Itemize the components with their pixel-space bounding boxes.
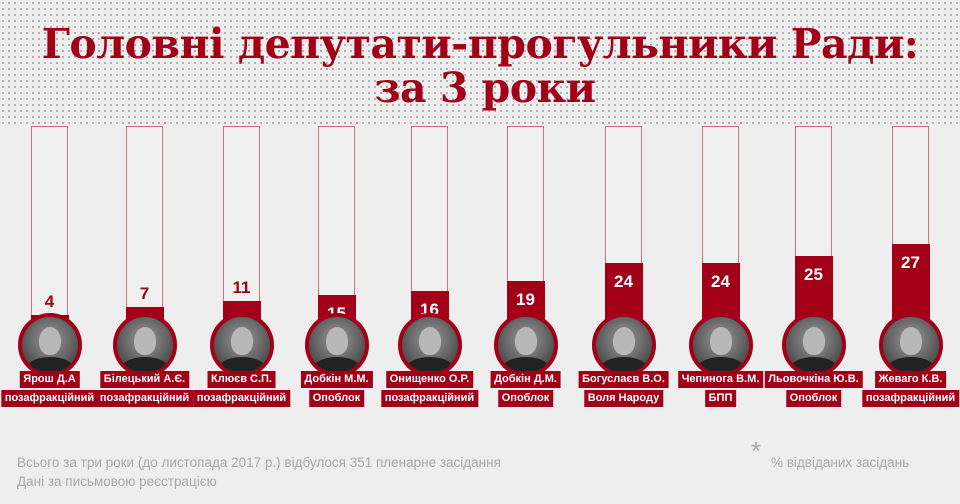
face-shape [709,327,732,355]
body-shape [25,357,74,373]
deputy-faction: позафракційний [95,390,194,407]
deputy-name: Жеваго К.В. [874,371,947,388]
bar-value-label: 27 [901,253,920,272]
bar-value-label: 7 [139,284,150,303]
deputy-name: Онищенко О.Р. [385,371,474,388]
bar-fill [891,244,930,325]
deputy-faction: Опоблок [308,390,365,407]
deputy-faction: позафракційний [861,390,960,407]
body-shape [789,357,838,373]
bar-value-label: 4 [44,292,55,311]
body-shape [312,357,361,373]
title-line-2: за 3 роки [374,64,596,112]
legend-percent-attended: % відвіданих засідань [771,455,910,470]
bar-outline: 24 [701,126,740,325]
bar-outline: 27 [891,126,930,325]
page-title: Головні депутати-прогульники Ради: за 3 … [0,22,960,110]
bar-outline: 24 [604,126,643,325]
deputy-photo [688,313,753,377]
body-shape [217,357,266,373]
deputy-faction: Опоблок [497,390,554,407]
body-shape [405,357,454,373]
deputy-faction: Опоблок [785,390,842,407]
face-shape [514,327,537,355]
body-shape [599,357,648,373]
deputy-faction: позафракційний [192,390,291,407]
face-shape [230,327,253,355]
bar-outline: 16 [410,126,449,325]
bar-value-label: 24 [614,272,633,291]
deputy-photo [304,313,369,377]
bar-outline: 19 [506,126,545,325]
body-shape [696,357,745,373]
deputy-photo [493,313,558,377]
deputy-name: Льовочкіна Ю.В. [764,371,863,388]
deputy-faction: БПП [704,390,737,407]
face-shape [38,327,61,355]
deputy-name: Білецький А.Є. [99,371,190,388]
bar-value-label: 25 [804,265,823,284]
face-shape [802,327,825,355]
face-shape [612,327,635,355]
deputy-faction: Воля Народу [583,390,664,407]
face-shape [133,327,156,355]
footnote-total-sessions: Всього за три роки (до листопада 2017 р.… [17,455,501,470]
bar-value-label: 11 [232,278,251,297]
bar-outline: 11 [222,126,261,325]
asterisk-icon: * [751,436,762,466]
body-shape [501,357,550,373]
face-shape [899,327,922,355]
deputy-photo [17,313,82,377]
deputy-name: Клюєв С.П. [207,371,276,388]
title-line-1: Головні депутати-прогульники Ради: [41,20,919,68]
deputy-name: Добкін Д.М. [490,371,561,388]
body-shape [886,357,935,373]
bar-outline: 25 [794,126,833,325]
deputy-name: Добкін М.М. [300,371,373,388]
deputy-name: Ярош Д.А [19,371,80,388]
deputy-photo [112,313,177,377]
face-shape [325,327,348,355]
bar-value-label: 19 [516,290,535,309]
bar-outline: 15 [317,126,356,325]
deputy-photo [397,313,462,377]
bar-value-label: 24 [711,272,730,291]
bar-outline: 7 [125,126,164,325]
footnote-data-source: Дані за письмовою реєстрацією [17,474,217,489]
deputy-faction: позафракційний [380,390,479,407]
deputy-photo [781,313,846,377]
bar-outline: 4 [30,126,69,325]
deputy-name: Богуслаєв В.О. [578,371,669,388]
deputy-photo [591,313,656,377]
deputy-faction: позафракційний [0,390,99,407]
deputy-photo [878,313,943,377]
body-shape [120,357,169,373]
dotted-header-background [0,0,960,126]
deputy-photo [209,313,274,377]
face-shape [418,327,441,355]
deputy-name: Чепинога В.М. [677,371,764,388]
